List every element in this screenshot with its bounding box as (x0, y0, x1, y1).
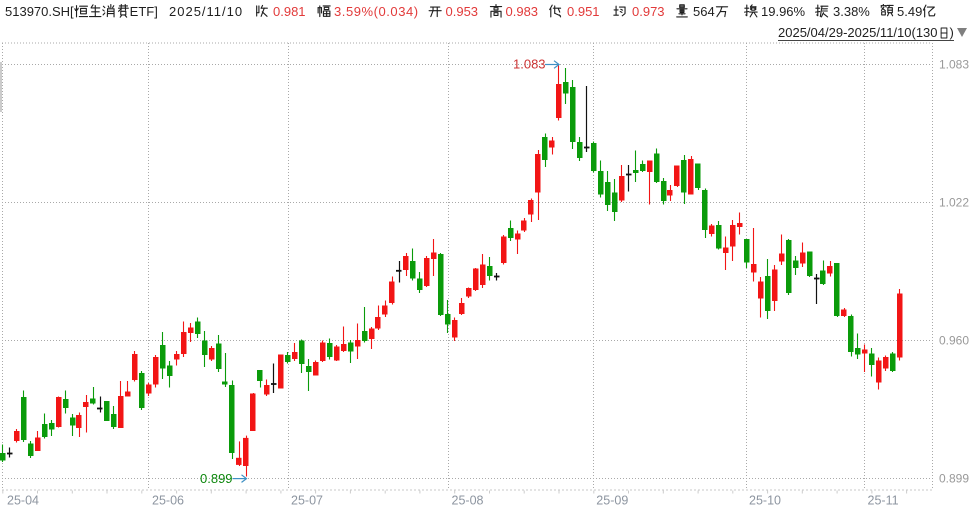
svg-text:25-04: 25-04 (7, 494, 39, 508)
svg-text:25-11: 25-11 (868, 494, 899, 508)
svg-text:1.022: 1.022 (939, 196, 969, 210)
svg-text:1.083: 1.083 (939, 58, 969, 72)
svg-text:25-10: 25-10 (749, 494, 781, 508)
svg-text:25-09: 25-09 (596, 494, 628, 508)
svg-text:0.960: 0.960 (939, 334, 969, 348)
svg-text:25-08: 25-08 (452, 494, 484, 508)
svg-text:25-06: 25-06 (152, 494, 184, 508)
svg-text:1.083: 1.083 (513, 57, 546, 72)
svg-text:0.899: 0.899 (939, 472, 969, 486)
svg-text:0.899: 0.899 (200, 471, 233, 486)
svg-text:25-07: 25-07 (291, 494, 323, 508)
